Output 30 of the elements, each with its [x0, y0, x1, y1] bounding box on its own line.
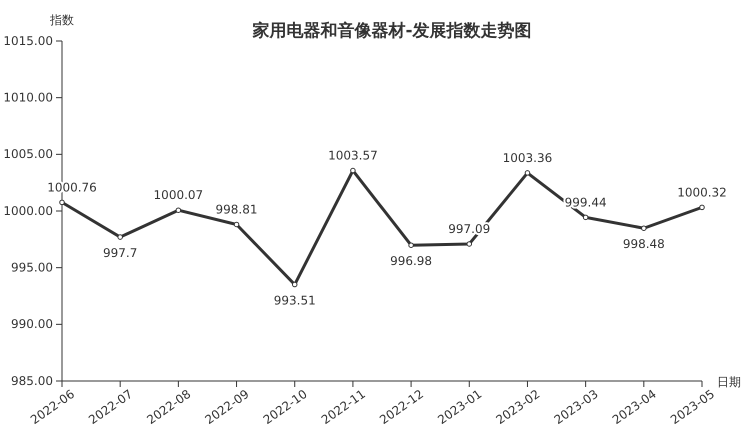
data-label: 1003.57: [328, 148, 378, 163]
data-label: 998.48: [622, 237, 665, 252]
data-label: 1000.07: [154, 188, 204, 202]
point: [59, 200, 65, 206]
point: [466, 241, 472, 247]
y-tick-label: 1000.00: [3, 204, 53, 218]
data-label: 996.98: [390, 254, 432, 268]
data-label: 1000.32: [677, 185, 727, 200]
point: [524, 170, 530, 176]
data-label: 1003.36: [502, 150, 552, 165]
y-tick-label: 990.00: [11, 317, 53, 332]
point: [641, 225, 647, 231]
point: [292, 282, 298, 288]
point: [176, 207, 182, 213]
data-label: 997.7: [103, 246, 138, 260]
point: [117, 234, 123, 240]
y-tick-label: 985.00: [11, 374, 53, 388]
y-tick-label: 1010.00: [3, 90, 53, 105]
y-tick-label: 995.00: [11, 260, 53, 275]
y-tick-label: 1015.00: [3, 34, 53, 48]
y-tick-label: 1005.00: [3, 147, 53, 162]
chart-title: 家用电器和音像器材-发展指数走势图: [251, 21, 532, 41]
x-axis-title: 日期: [717, 375, 741, 389]
point: [408, 242, 414, 248]
point: [582, 214, 588, 220]
point: [699, 204, 705, 210]
point: [234, 222, 240, 228]
y-axis-title: 指数: [49, 13, 74, 27]
data-label: 998.81: [216, 202, 258, 216]
data-label: 993.51: [274, 294, 316, 308]
